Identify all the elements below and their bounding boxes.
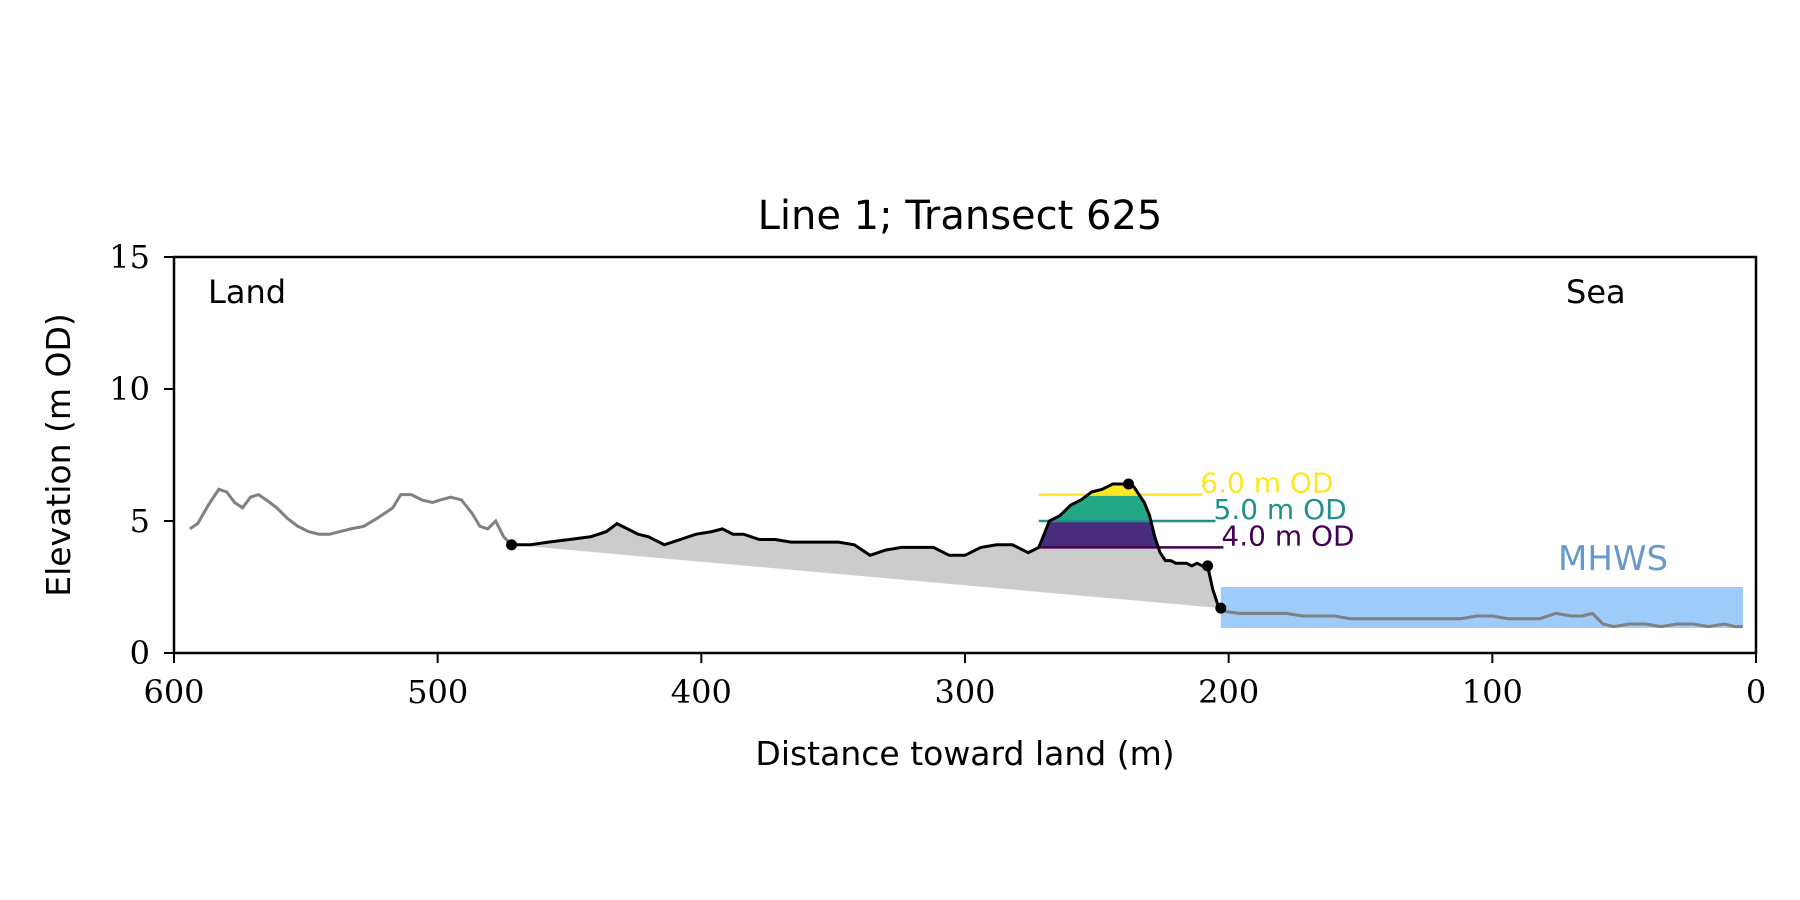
x-tick-label-100: 100: [1462, 673, 1523, 711]
sea-label: Sea: [1566, 273, 1626, 311]
key-point-0: [506, 539, 517, 551]
x-tick-label-600: 600: [143, 673, 204, 711]
x-tick-label-300: 300: [934, 673, 995, 711]
chart-title: Line 1; Transect 625: [758, 193, 1163, 239]
level-lines: [1038, 493, 1224, 549]
x-tick-label-0: 0: [1746, 673, 1766, 711]
x-tick-label-500: 500: [407, 673, 468, 711]
x-axis: 600 500 400 300 200 100 0: [143, 653, 1766, 711]
sea-profile-line: [1220, 609, 1743, 629]
level-fill-2: [1041, 521, 1158, 548]
mhws-band: [1220, 587, 1743, 628]
key-points: [506, 478, 1227, 614]
key-point-3: [1215, 602, 1227, 614]
mhws-label: MHWS: [1558, 539, 1668, 579]
level-fills: [1041, 484, 1158, 548]
level-fill-1: [1052, 494, 1150, 521]
profile-wedge-fill: [511, 484, 1221, 609]
key-point-2: [1202, 560, 1214, 572]
y-tick-label-0: 0: [130, 634, 150, 672]
x-axis-label: Distance toward land (m): [755, 734, 1174, 773]
background-profile-line: [188, 487, 513, 546]
y-tick-label-5: 5: [130, 502, 150, 540]
level-label-2: 4.0 m OD: [1221, 519, 1354, 552]
x-tick-label-400: 400: [671, 673, 732, 711]
level-labels: 6.0 m OD5.0 m OD4.0 m OD: [1200, 467, 1354, 553]
y-axis: 0 5 10 15: [109, 238, 174, 672]
y-tick-label-15: 15: [109, 238, 150, 276]
y-tick-label-10: 10: [109, 370, 150, 408]
y-axis-label: Elevation (m OD): [39, 313, 78, 597]
key-point-1: [1123, 478, 1134, 490]
selected-profile-line: [511, 482, 1222, 610]
level-label-1: 5.0 m OD: [1214, 493, 1347, 526]
plot-area: [188, 478, 1743, 629]
land-label: Land: [208, 273, 286, 311]
x-tick-label-200: 200: [1198, 673, 1259, 711]
level-label-0: 6.0 m OD: [1200, 467, 1333, 500]
